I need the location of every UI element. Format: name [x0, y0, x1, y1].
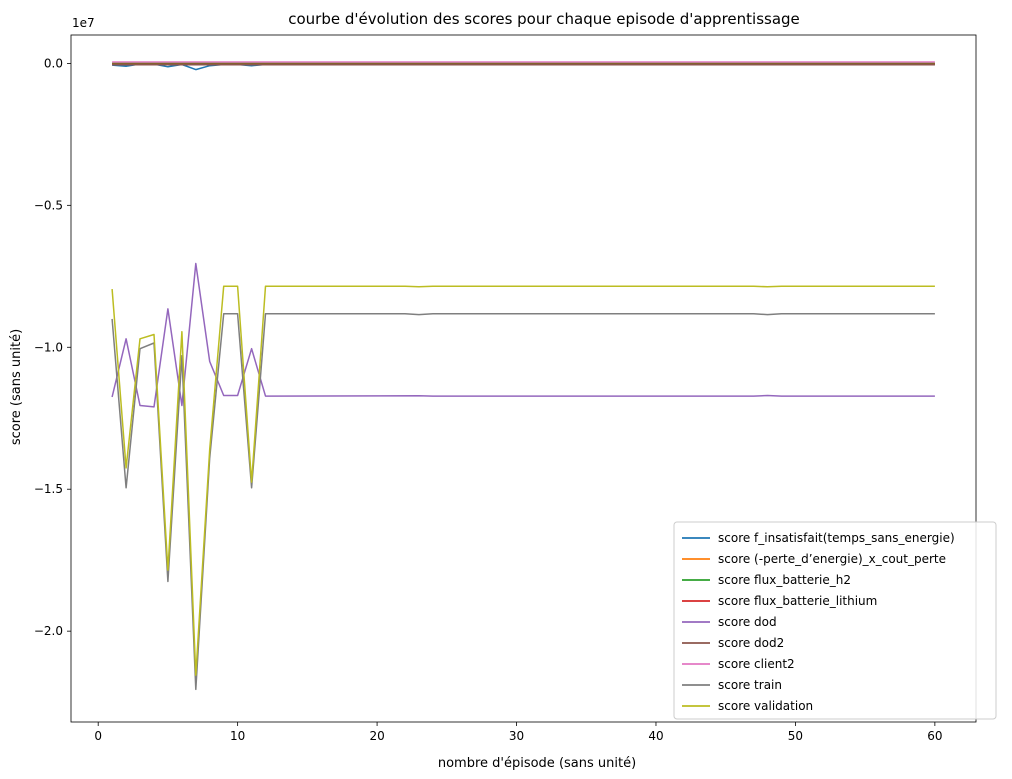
legend-item-label: score (-perte_d’energie)_x_cout_perte — [718, 552, 946, 566]
legend-item-label: score client2 — [718, 657, 795, 671]
y-tick-label: −2.0 — [34, 624, 63, 638]
x-tick-label: 30 — [509, 729, 524, 743]
x-tick-label: 50 — [788, 729, 803, 743]
x-tick-label: 20 — [369, 729, 384, 743]
plot-area: 0 10 20 30 40 50 60 0.0 −0.5 −1.0 −1.5 −2.0 — [34, 34, 977, 743]
legend-item-label: score dod — [718, 615, 777, 629]
y-axis-label: score (sans unité) — [9, 329, 24, 445]
legend-item-label: score dod2 — [718, 636, 784, 650]
legend-item-label: score f_insatisfait(temps_sans_energie) — [718, 531, 955, 545]
legend-box — [673, 521, 997, 720]
x-tick-label: 40 — [648, 729, 663, 743]
axes-frame — [70, 34, 977, 723]
legend: score f_insatisfait(temps_sans_energie)s… — [673, 521, 997, 720]
y-tick-label: 0.0 — [44, 56, 63, 70]
legend-item-label: score train — [718, 678, 782, 692]
x-tick-label: 60 — [927, 729, 942, 743]
x-axis-label: nombre d'épisode (sans unité) — [438, 756, 636, 771]
legend-item-label: score flux_batterie_h2 — [718, 573, 851, 587]
x-tick-label: 10 — [230, 729, 245, 743]
y-tick-label: −1.0 — [34, 340, 63, 354]
y-tick-label: −1.5 — [34, 482, 63, 496]
chart-title: courbe d'évolution des scores pour chaqu… — [288, 10, 800, 28]
y-tick-label: −0.5 — [34, 198, 63, 212]
legend-item-label: score flux_batterie_lithium — [718, 594, 877, 608]
y-axis-offset-label: 1e7 — [72, 16, 95, 30]
series-line-4 — [111, 262, 935, 408]
legend-item-label: score validation — [718, 699, 813, 713]
x-tick-label: 0 — [94, 729, 102, 743]
series-line-8 — [111, 285, 935, 676]
